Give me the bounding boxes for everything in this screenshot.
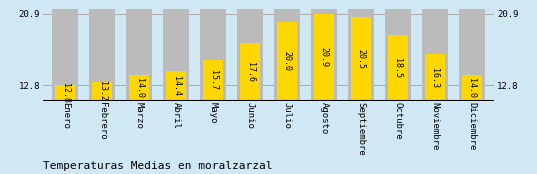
Text: 16.3: 16.3 [430, 68, 439, 88]
Text: 18.5: 18.5 [394, 58, 402, 78]
Bar [384, 9, 411, 101]
Bar [314, 14, 334, 101]
Text: 17.6: 17.6 [245, 62, 255, 82]
Text: 15.7: 15.7 [208, 70, 217, 90]
Bar [351, 17, 371, 101]
Text: Temperaturas Medias en moralzarzal: Temperaturas Medias en moralzarzal [43, 161, 272, 171]
Bar [347, 9, 374, 101]
Bar [163, 9, 190, 101]
Bar [422, 9, 448, 101]
Bar [166, 71, 186, 101]
Text: 14.0: 14.0 [467, 78, 476, 98]
Bar [237, 9, 263, 101]
Bar [459, 9, 485, 101]
Bar [277, 22, 297, 101]
Text: 20.9: 20.9 [320, 48, 329, 68]
Bar [310, 9, 337, 101]
Bar [126, 9, 153, 101]
Text: 14.4: 14.4 [171, 76, 180, 96]
Text: 13.2: 13.2 [98, 81, 107, 101]
Bar [200, 9, 227, 101]
Bar [388, 35, 408, 101]
Bar [274, 9, 300, 101]
Bar [52, 9, 78, 101]
Bar [240, 43, 260, 101]
Text: 20.0: 20.0 [282, 51, 292, 71]
Bar [55, 85, 75, 101]
Bar [89, 9, 115, 101]
Text: 14.0: 14.0 [135, 78, 143, 98]
Bar [425, 54, 445, 101]
Bar [92, 82, 112, 101]
Bar [129, 75, 149, 101]
Text: 12.8: 12.8 [61, 83, 70, 103]
Bar [203, 60, 223, 101]
Bar [462, 75, 482, 101]
Text: 20.5: 20.5 [357, 49, 366, 69]
